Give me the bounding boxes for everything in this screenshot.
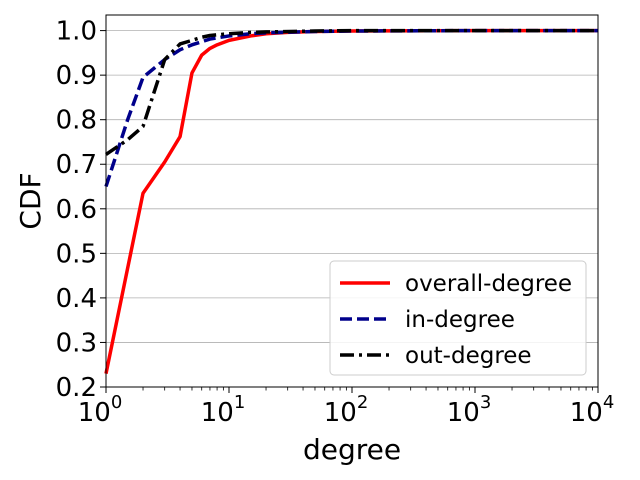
y-axis-label: CDF bbox=[14, 172, 47, 229]
y-tick-label: 0.4 bbox=[56, 284, 97, 314]
series-line-out-degree bbox=[105, 28, 598, 156]
y-tick-label: 0.7 bbox=[56, 150, 97, 180]
y-tick-label: 0.5 bbox=[56, 239, 97, 269]
series-lines bbox=[104, 28, 598, 374]
x-axis-label: degree bbox=[303, 433, 401, 466]
x-tick-label: 104 bbox=[570, 392, 615, 428]
y-tick-label: 1.0 bbox=[56, 17, 97, 47]
series-line-in-degree bbox=[104, 28, 598, 188]
y-tick-label: 0.3 bbox=[56, 328, 97, 358]
axis-ticks: 100 101 102 103 1040.20.30.40.50.60.70.80.91… bbox=[56, 17, 615, 428]
x-tick-label: 103 bbox=[447, 392, 492, 428]
legend: overall-degree in-degree out-degree bbox=[329, 260, 587, 376]
y-tick-label: 0.8 bbox=[56, 106, 97, 136]
x-tick-label: 102 bbox=[324, 392, 369, 428]
legend-label-in-degree: in-degree bbox=[405, 307, 515, 333]
legend-label-overall-degree: overall-degree bbox=[405, 271, 572, 297]
legend-box bbox=[329, 260, 587, 376]
y-tick-label: 0.2 bbox=[56, 373, 97, 403]
x-tick-label: 101 bbox=[201, 392, 246, 428]
y-tick-label: 0.6 bbox=[56, 195, 97, 225]
legend-label-out-degree: out-degree bbox=[405, 343, 532, 369]
y-tick-label: 0.9 bbox=[56, 61, 97, 91]
